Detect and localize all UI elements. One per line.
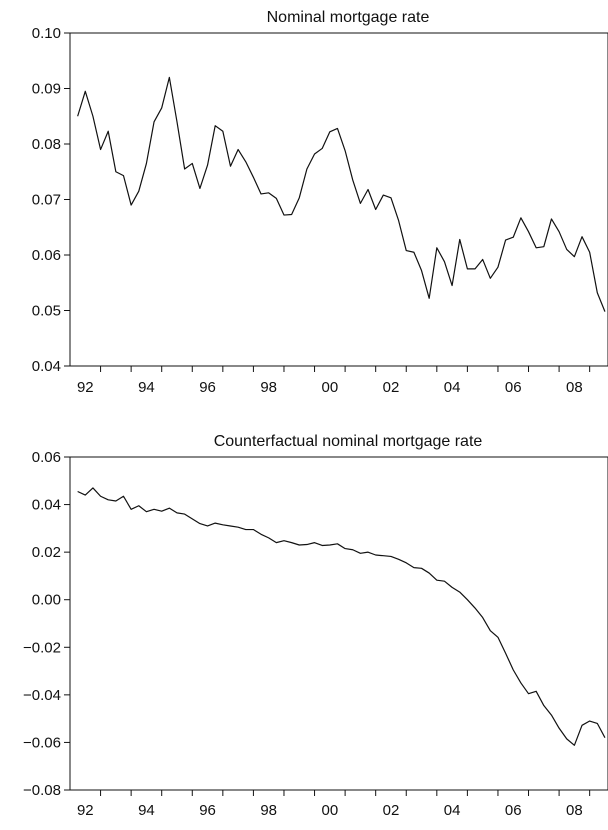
x-tick-label: 04	[444, 379, 461, 396]
x-tick-label: 08	[566, 802, 583, 819]
x-tick-label: 04	[444, 802, 461, 819]
y-tick-label: 0.06	[32, 449, 61, 466]
y-tick-label: 0.04	[32, 358, 61, 375]
plot-frame	[69, 456, 608, 791]
chart-title: Nominal mortgage rate	[267, 9, 430, 26]
x-tick-label: 98	[260, 379, 277, 396]
x-tick-label: 98	[260, 802, 277, 819]
y-tick-label: 0.08	[32, 136, 61, 153]
series-line-1	[77, 487, 606, 746]
x-tick-label: 02	[383, 379, 400, 396]
y-tick-label: −0.02	[23, 639, 61, 656]
y-tick-label: 0.04	[32, 497, 61, 514]
x-tick-label: 92	[77, 802, 94, 819]
x-tick-label: 00	[321, 379, 338, 396]
x-tick-label: 06	[505, 802, 522, 819]
x-tick-label: 94	[138, 379, 155, 396]
x-tick-label: 96	[199, 379, 216, 396]
y-tick-label: 0.06	[32, 247, 61, 264]
chart-panel-2: Counterfactual nominal mortgage rate 0.06…	[23, 433, 608, 819]
y-tick-label: 0.10	[32, 25, 61, 42]
chart-title: Counterfactual nominal mortgage rate	[214, 433, 483, 450]
series-line-1	[77, 76, 606, 312]
y-tick-label: 0.05	[32, 303, 61, 320]
x-tick-label: 96	[199, 802, 216, 819]
y-tick-label: 0.02	[32, 544, 61, 561]
x-tick-label: 00	[321, 802, 338, 819]
x-tick-label: 06	[505, 379, 522, 396]
y-tick-label: −0.06	[23, 734, 61, 751]
x-tick-label: 02	[383, 802, 400, 819]
y-tick-label: 0.09	[32, 81, 61, 98]
chart-panel-1: Nominal mortgage rate 0.10 0.09 0.08 0.07 0.0…	[32, 9, 608, 396]
x-tick-label: 08	[566, 379, 583, 396]
plot-frame	[69, 32, 608, 367]
y-tick-label: 0.00	[32, 592, 61, 609]
x-tick-label: 94	[138, 802, 155, 819]
y-tick-label: −0.04	[23, 687, 61, 704]
x-tick-label: 92	[77, 379, 94, 396]
y-tick-label: 0.07	[32, 192, 61, 209]
y-tick-label: −0.08	[23, 782, 61, 799]
